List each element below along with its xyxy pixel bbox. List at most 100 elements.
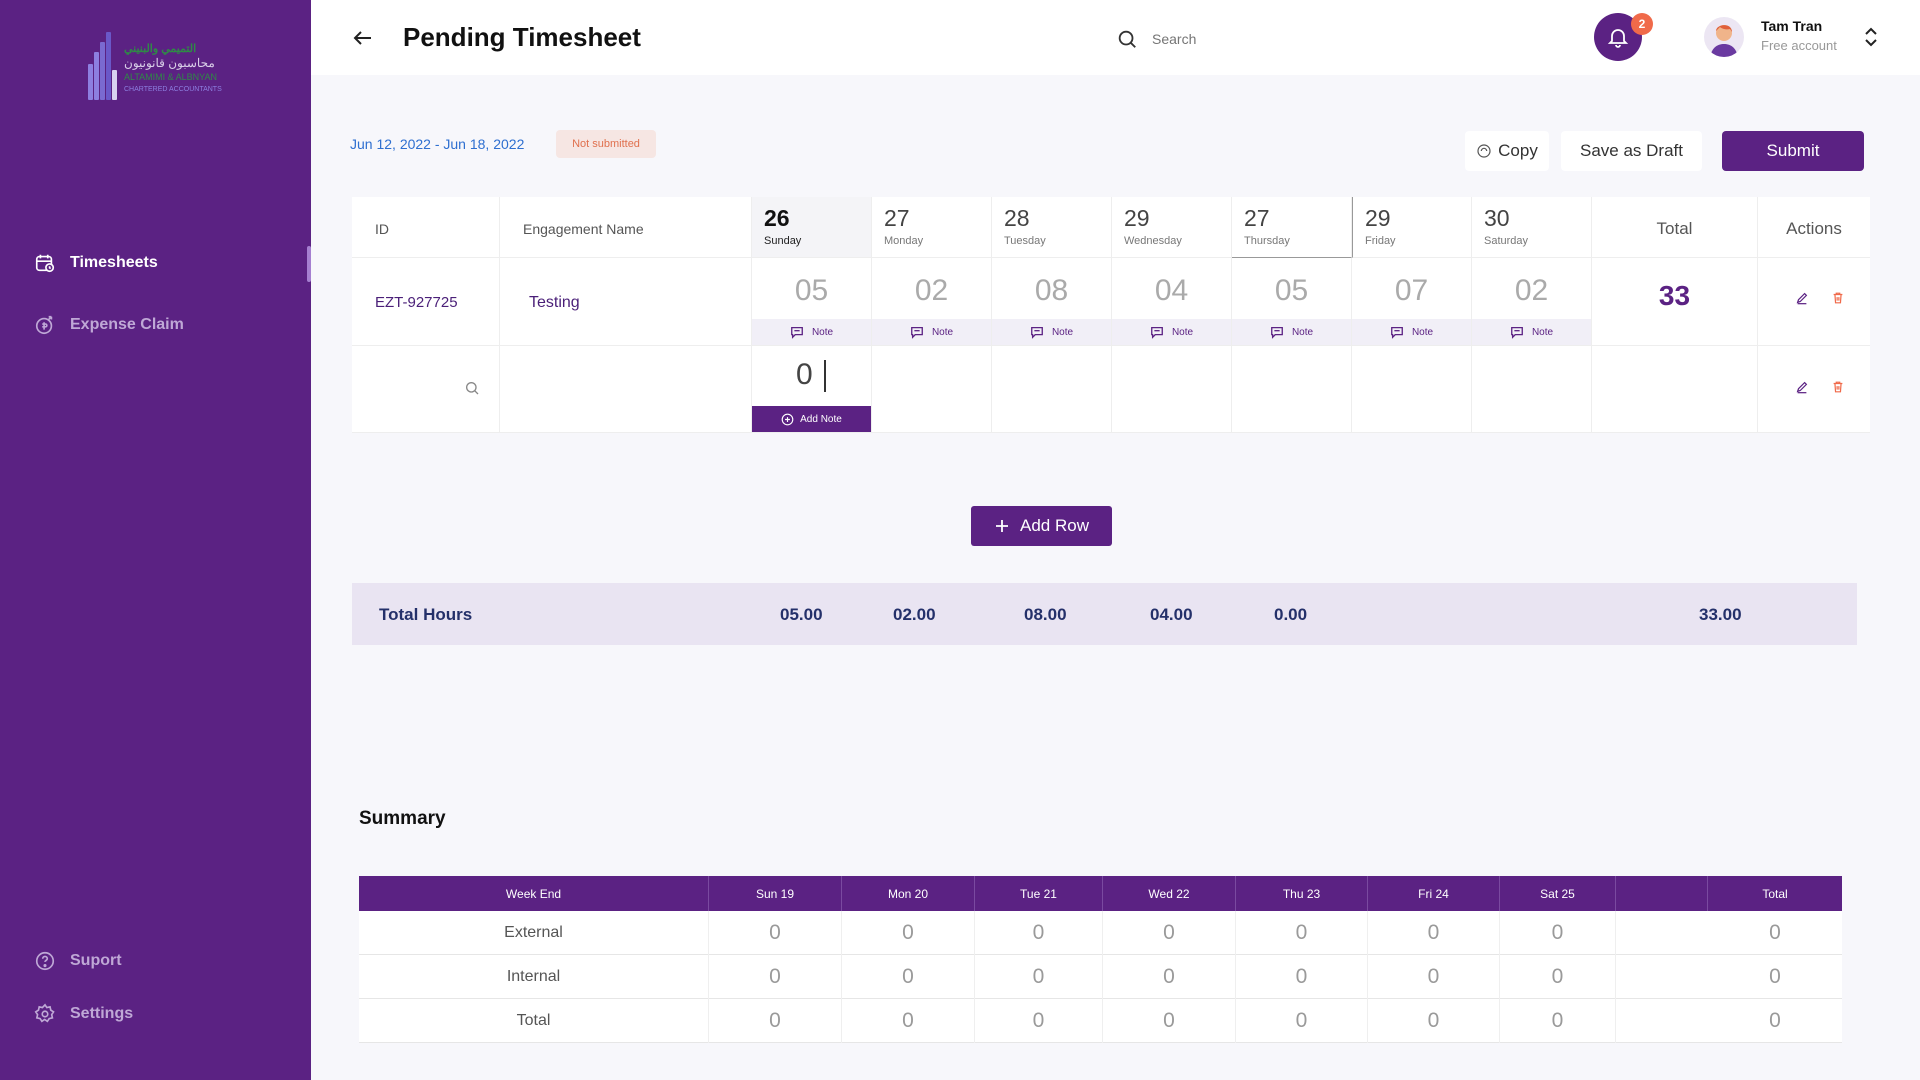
logo-arabic-line-1: التميمي والبنيني xyxy=(124,43,197,55)
summary-row: Internal 0 0 0 0 0 0 0 0 xyxy=(359,955,1842,999)
date-range[interactable]: Jun 12, 2022 - Jun 18, 2022 xyxy=(350,136,525,152)
delete-icon[interactable] xyxy=(1831,380,1845,394)
sidebar-item-label: Settings xyxy=(70,1005,134,1022)
delete-icon[interactable] xyxy=(1831,291,1845,305)
hour-cell[interactable]: 05 Note xyxy=(1232,258,1352,346)
sidebar-item-label: Suport xyxy=(70,952,122,969)
comment-icon xyxy=(1391,326,1403,339)
summary-row: Total 0 0 0 0 0 0 0 0 xyxy=(359,999,1842,1043)
search-input[interactable] xyxy=(1152,31,1332,47)
sidebar-item-support[interactable]: Suport xyxy=(34,950,122,972)
user-name: Tam Tran xyxy=(1761,18,1823,34)
note-button[interactable]: Note xyxy=(752,319,871,345)
engagement-id-cell[interactable] xyxy=(352,346,500,433)
logo-bars xyxy=(88,32,120,100)
hour-cell[interactable]: 02 Note xyxy=(872,258,992,346)
timesheet-table: ID Engagement Name 26 Sunday 27 Monday 2… xyxy=(352,197,1870,433)
company-logo: التميمي والبنيني محاسبون قانونيون ALTAMI… xyxy=(88,28,228,104)
summary-row: External 0 0 0 0 0 0 0 0 xyxy=(359,911,1842,955)
comment-icon xyxy=(791,326,803,339)
copy-button[interactable]: Copy xyxy=(1465,131,1549,171)
search-icon[interactable] xyxy=(464,380,480,396)
status-badge: Not submitted xyxy=(556,130,656,158)
add-row-button[interactable]: Add Row xyxy=(971,506,1112,546)
summary-header: Mon 20 xyxy=(842,876,975,911)
sidebar-item-timesheets[interactable]: Timesheets xyxy=(34,252,158,274)
sidebar-item-label: Expense Claim xyxy=(70,316,184,333)
avatar[interactable] xyxy=(1704,17,1744,57)
note-button[interactable]: Note xyxy=(1352,319,1471,345)
logo-english-line-1: ALTAMIMI & ALBNYAN xyxy=(124,72,218,82)
day-header: 27 Thursday xyxy=(1232,197,1352,258)
summary-header: Sun 19 xyxy=(709,876,842,911)
total-hours-label: Total Hours xyxy=(379,605,473,624)
summary-header xyxy=(1616,876,1708,911)
note-button[interactable]: Note xyxy=(992,319,1111,345)
avatar-image xyxy=(1710,25,1738,57)
sidebar-item-settings[interactable]: Settings xyxy=(34,1003,133,1025)
day-header: 30 Saturday xyxy=(1472,197,1592,258)
engagement-id-cell[interactable]: EZT-927725 xyxy=(352,258,500,346)
note-button[interactable]: Note xyxy=(872,319,991,345)
column-header-engagement: Engagement Name xyxy=(500,197,752,258)
save-draft-button[interactable]: Save as Draft xyxy=(1561,131,1702,171)
help-icon xyxy=(35,951,55,971)
gear-icon xyxy=(34,1003,55,1023)
copy-icon xyxy=(1477,144,1491,158)
hour-cell[interactable] xyxy=(1232,346,1352,433)
row-total-cell xyxy=(1592,346,1758,433)
engagement-name-cell[interactable] xyxy=(500,346,752,433)
logo-english-line-2: CHARTERED ACCOUNTANTS xyxy=(124,86,222,93)
column-header-actions: Actions xyxy=(1758,197,1870,258)
summary-header: Fri 24 xyxy=(1368,876,1500,911)
copy-button-label: Copy xyxy=(1498,141,1538,160)
plus-icon xyxy=(996,520,1008,532)
comment-icon xyxy=(1031,326,1043,339)
total-hours-value: 08.00 xyxy=(1024,605,1067,624)
submit-button[interactable]: Submit xyxy=(1722,131,1864,171)
row-actions-cell xyxy=(1758,346,1870,433)
engagement-name-cell[interactable]: Testing xyxy=(500,258,752,346)
sidebar-item-label: Timesheets xyxy=(70,254,158,271)
chevron-up-down-icon[interactable] xyxy=(1863,26,1879,48)
hour-cell[interactable] xyxy=(1112,346,1232,433)
comment-icon xyxy=(911,326,923,339)
day-header: 29 Wednesday xyxy=(1112,197,1232,258)
column-header-total: Total xyxy=(1592,197,1758,258)
summary-header-row: Week End Sun 19 Mon 20 Tue 21 Wed 22 Thu… xyxy=(359,876,1842,911)
expense-icon xyxy=(35,315,53,335)
note-button[interactable]: Note xyxy=(1232,319,1351,345)
total-hours-value: 02.00 xyxy=(893,605,936,624)
comment-icon xyxy=(1271,326,1283,339)
total-hours-value: 04.00 xyxy=(1150,605,1193,624)
hour-cell[interactable] xyxy=(1472,346,1592,433)
note-button[interactable]: Note xyxy=(1472,319,1591,345)
hour-cell[interactable] xyxy=(1352,346,1472,433)
hour-input-cell[interactable]: 0 Add Note xyxy=(752,346,872,433)
day-header: 28 Tuesday xyxy=(992,197,1112,258)
summary-header: Tue 21 xyxy=(975,876,1103,911)
comment-icon xyxy=(1151,326,1163,339)
summary-title: Summary xyxy=(359,808,446,829)
row-total-cell: 33 xyxy=(1592,258,1758,346)
search-icon xyxy=(1118,30,1136,48)
note-button[interactable]: Note xyxy=(1112,319,1231,345)
hour-cell[interactable]: 07 Note xyxy=(1352,258,1472,346)
page-title: Pending Timesheet xyxy=(403,22,641,52)
summary-header: Thu 23 xyxy=(1236,876,1368,911)
edit-icon[interactable] xyxy=(1795,291,1809,305)
timesheet-icon xyxy=(35,254,55,273)
summary-header: Sat 25 xyxy=(1500,876,1616,911)
add-note-button[interactable]: Add Note xyxy=(752,406,871,432)
search-bar[interactable] xyxy=(1116,28,1332,50)
hour-cell[interactable] xyxy=(872,346,992,433)
hour-cell[interactable]: 04 Note xyxy=(1112,258,1232,346)
sidebar-item-expense-claim[interactable]: Expense Claim xyxy=(34,314,184,336)
hour-cell[interactable]: 08 Note xyxy=(992,258,1112,346)
hour-cell[interactable] xyxy=(992,346,1112,433)
hour-cell[interactable]: 05 Note xyxy=(752,258,872,346)
summary-header: Wed 22 xyxy=(1103,876,1236,911)
hour-cell[interactable]: 02 Note xyxy=(1472,258,1592,346)
back-arrow-icon[interactable] xyxy=(351,26,375,50)
edit-icon[interactable] xyxy=(1795,380,1809,394)
